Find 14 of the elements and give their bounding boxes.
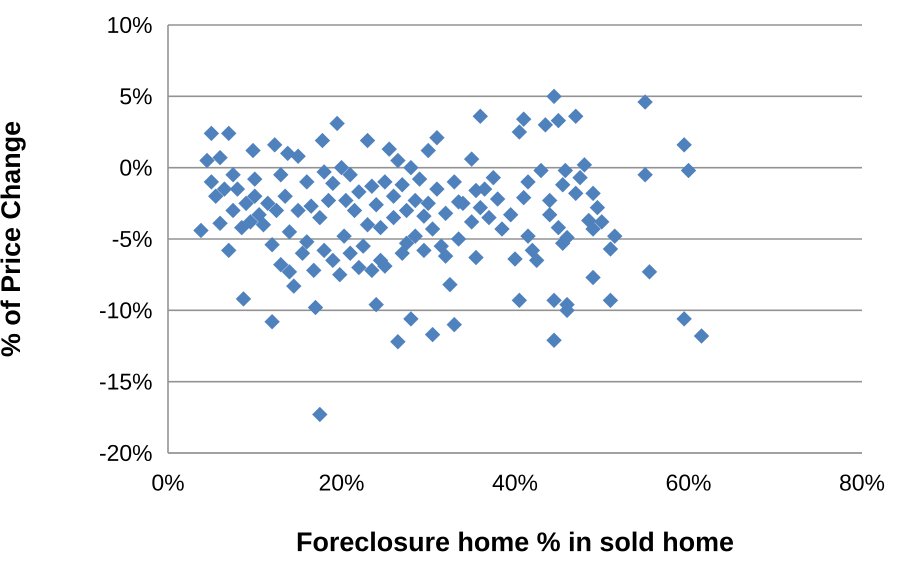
x-tick-label: 60% bbox=[666, 474, 711, 491]
y-tick-label: -5% bbox=[112, 230, 152, 248]
y-tick-label: -20% bbox=[100, 444, 152, 462]
y-tick-label: 10% bbox=[108, 16, 152, 34]
x-tick-label: 40% bbox=[492, 474, 538, 491]
x-tick-label: 80% bbox=[840, 474, 884, 491]
y-axis-title: % of Price Change bbox=[0, 122, 26, 356]
y-tick-label: 0% bbox=[120, 160, 152, 176]
y-tick-label: 5% bbox=[120, 88, 152, 104]
x-axis-title: Foreclosure home % in sold home bbox=[298, 532, 734, 552]
x-tick-label: 0% bbox=[152, 474, 184, 491]
x-tick-label: 20% bbox=[320, 474, 364, 491]
y-tick-label: -15% bbox=[100, 374, 152, 390]
y-tick-label: -10% bbox=[100, 302, 152, 318]
